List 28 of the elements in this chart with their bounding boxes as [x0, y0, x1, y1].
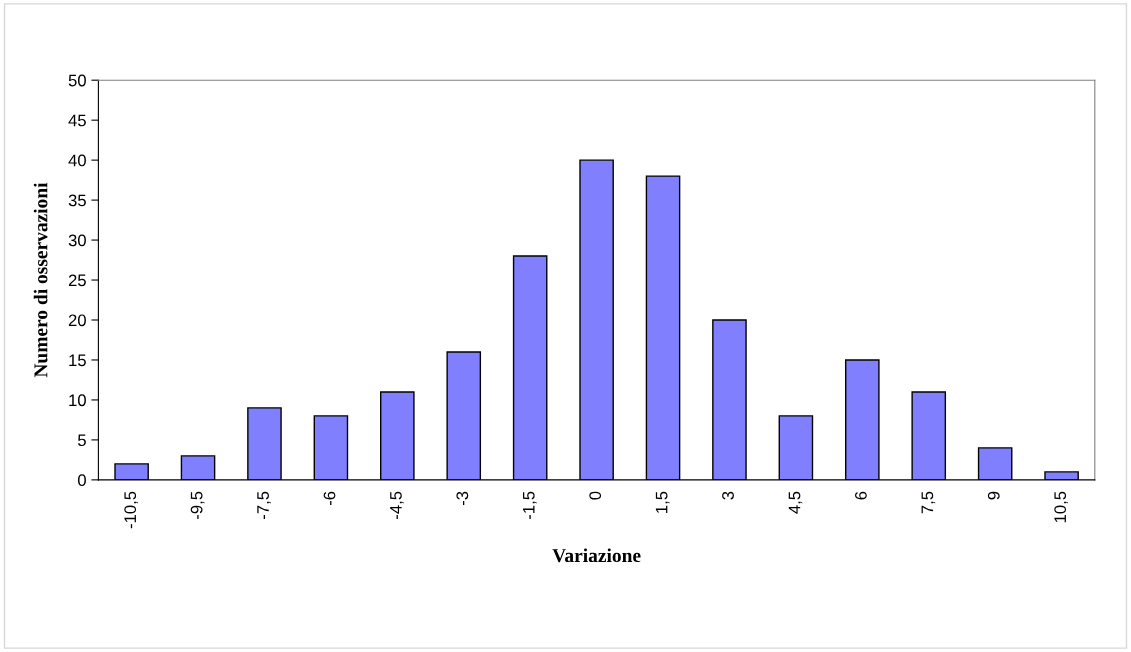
y-tick-label: 25 — [68, 274, 86, 287]
x-tick-label: -9,5 — [190, 491, 205, 519]
y-tick-label: 20 — [68, 314, 86, 327]
y-tick-label: 5 — [77, 434, 86, 447]
x-tick-label: -4,5 — [390, 491, 404, 519]
x-tick-label: 3 — [722, 491, 734, 500]
x-tick-label: -10,5 — [124, 491, 139, 529]
y-tick-label: 35 — [68, 194, 86, 207]
y-tick-label: 30 — [68, 234, 86, 247]
x-tick-label: 0 — [589, 491, 602, 500]
y-tick-label: 15 — [69, 354, 86, 367]
x-axis-title: Variazione — [552, 548, 641, 563]
y-tick-label: 50 — [68, 74, 86, 87]
y-axis-title: Numero di osservazioni — [33, 182, 48, 378]
x-tick-label: -6 — [323, 491, 336, 506]
x-tick-label: 4,5 — [788, 491, 803, 514]
x-tick-label: -3 — [456, 491, 469, 506]
y-tick-label: 10 — [69, 394, 86, 407]
x-tick-label: -1,5 — [523, 491, 537, 519]
y-tick-label: 0 — [77, 474, 86, 487]
y-tick-label: 45 — [68, 114, 86, 127]
x-tick-label: 1,5 — [655, 491, 670, 513]
x-tick-label: -7,5 — [257, 491, 271, 519]
x-tick-label: 10,5 — [1054, 491, 1069, 523]
x-tick-label: 7,5 — [921, 491, 936, 514]
y-tick-label: 40 — [68, 154, 86, 167]
x-tick-label: 9 — [987, 491, 1000, 500]
x-tick-label: 6 — [854, 491, 867, 500]
